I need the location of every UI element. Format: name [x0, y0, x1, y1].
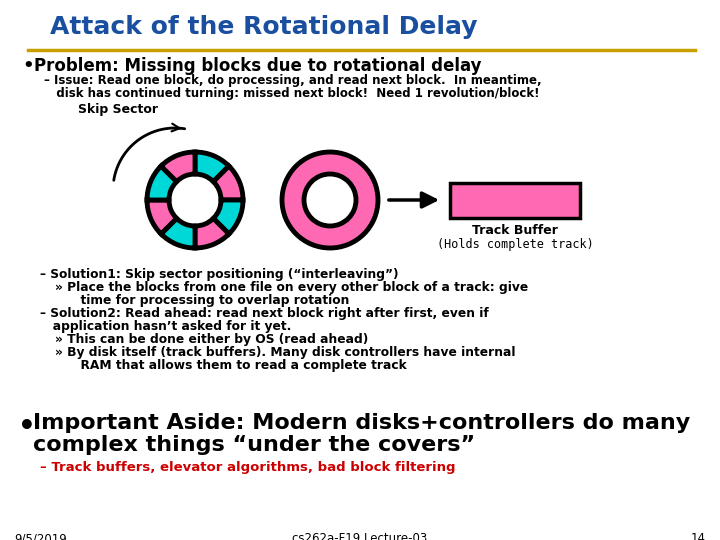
- Text: •: •: [18, 413, 36, 441]
- Text: Attack of the Rotational Delay: Attack of the Rotational Delay: [50, 15, 477, 39]
- Text: time for processing to overlap rotation: time for processing to overlap rotation: [55, 294, 349, 307]
- Text: •: •: [22, 57, 34, 75]
- Text: » Place the blocks from one file on every other block of a track: give: » Place the blocks from one file on ever…: [55, 281, 528, 294]
- Text: RAM that allows them to read a complete track: RAM that allows them to read a complete …: [55, 359, 407, 372]
- Text: Problem: Missing blocks due to rotational delay: Problem: Missing blocks due to rotationa…: [34, 57, 482, 75]
- Text: » By disk itself (track buffers). Many disk controllers have internal: » By disk itself (track buffers). Many d…: [55, 346, 516, 359]
- Text: 14: 14: [691, 532, 706, 540]
- Text: Important Aside: Modern disks+controllers do many: Important Aside: Modern disks+controller…: [33, 413, 690, 433]
- Wedge shape: [195, 218, 229, 248]
- Wedge shape: [161, 152, 195, 181]
- Wedge shape: [147, 200, 176, 234]
- Text: – Issue: Read one block, do processing, and read next block.  In meantime,: – Issue: Read one block, do processing, …: [44, 74, 541, 87]
- Wedge shape: [161, 218, 195, 248]
- Text: – Track buffers, elevator algorithms, bad block filtering: – Track buffers, elevator algorithms, ba…: [40, 461, 456, 474]
- Text: 9/5/2019: 9/5/2019: [14, 532, 67, 540]
- Wedge shape: [147, 166, 176, 200]
- Wedge shape: [195, 152, 229, 181]
- Wedge shape: [282, 152, 378, 248]
- Wedge shape: [213, 166, 243, 200]
- Text: cs262a-F19 Lecture-03: cs262a-F19 Lecture-03: [292, 532, 428, 540]
- Text: (Holds complete track): (Holds complete track): [436, 238, 593, 251]
- Text: application hasn’t asked for it yet.: application hasn’t asked for it yet.: [40, 320, 292, 333]
- Text: » This can be done either by OS (read ahead): » This can be done either by OS (read ah…: [55, 333, 368, 346]
- Text: – Solution1: Skip sector positioning (“interleaving”): – Solution1: Skip sector positioning (“i…: [40, 268, 398, 281]
- Text: Track Buffer: Track Buffer: [472, 224, 558, 237]
- Bar: [450, 183, 580, 218]
- Text: complex things “under the covers”: complex things “under the covers”: [33, 435, 475, 455]
- Text: – Solution2: Read ahead: read next block right after first, even if: – Solution2: Read ahead: read next block…: [40, 307, 489, 320]
- Wedge shape: [213, 200, 243, 234]
- Text: disk has continued turning: missed next block!  Need 1 revolution/block!: disk has continued turning: missed next …: [44, 87, 539, 100]
- Text: Skip Sector: Skip Sector: [78, 103, 158, 116]
